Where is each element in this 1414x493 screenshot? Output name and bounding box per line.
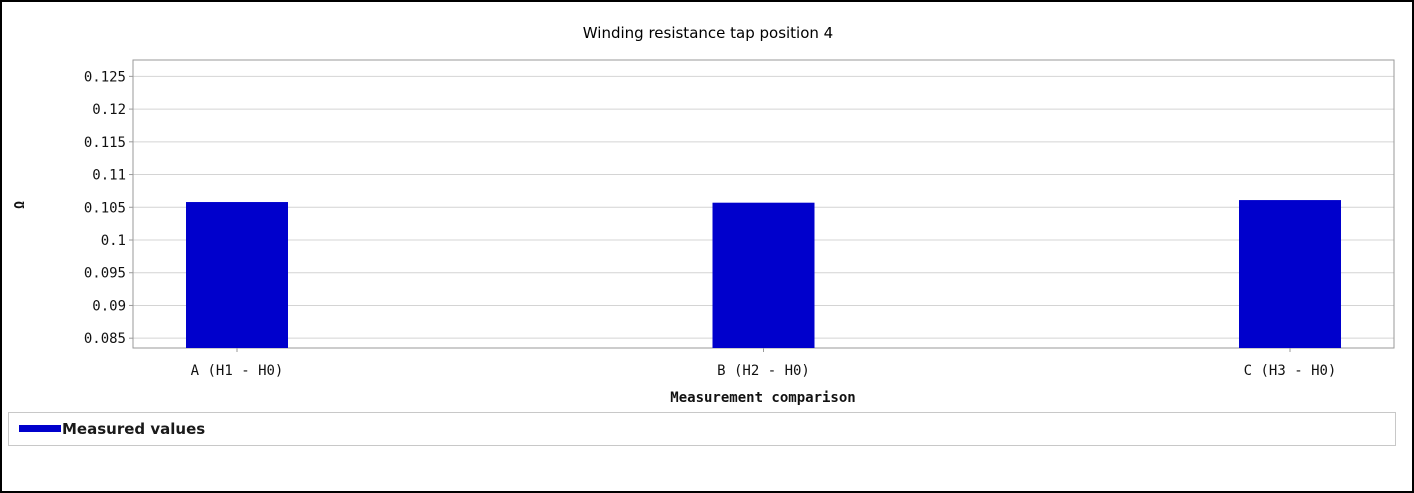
y-tick-label: 0.12 (92, 102, 126, 118)
x-tick-label: C (H3 - H0) (1244, 363, 1337, 379)
y-tick-label: 0.09 (92, 298, 126, 314)
y-tick-label: 0.095 (84, 266, 126, 282)
y-tick-label: 0.085 (84, 331, 126, 347)
x-axis-ticks: A (H1 - H0) B (H2 - H0) C (H3 - H0) (191, 348, 1337, 379)
y-axis-label: Ω (13, 201, 28, 209)
bars (186, 200, 1341, 348)
bar-3 (1239, 200, 1341, 348)
y-tick-label: 0.11 (92, 168, 126, 184)
bar-2 (712, 202, 815, 348)
y-tick-label: 0.115 (84, 135, 126, 151)
y-axis-ticks: 0.085 0.09 0.095 0.1 0.105 0.11 0.115 0.12 0.125 (84, 69, 133, 347)
x-tick-label: A (H1 - H0) (191, 363, 284, 379)
chart-title: Winding resistance tap position 4 (583, 24, 833, 42)
legend-swatch (19, 425, 61, 432)
y-tick-label: 0.1 (101, 233, 126, 249)
y-tick-label: 0.125 (84, 69, 126, 85)
bar-1 (186, 202, 288, 348)
legend-label: Measured values (62, 420, 206, 438)
gridlines (133, 75, 1394, 339)
bar-chart: Winding resistance tap position 4 0.0850… (13, 24, 1395, 406)
x-axis-label: Measurement comparison (670, 390, 855, 406)
legend: Measured values (8, 412, 1396, 446)
y-tick-label: 0.105 (84, 200, 126, 216)
x-tick-label: B (H2 - H0) (717, 363, 810, 379)
